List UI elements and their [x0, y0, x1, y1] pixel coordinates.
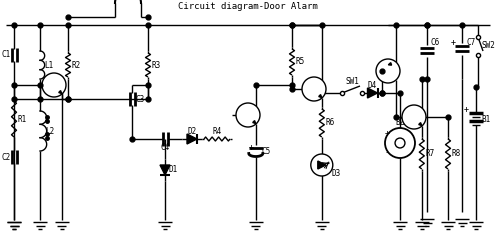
Circle shape — [236, 103, 260, 127]
Polygon shape — [368, 88, 377, 98]
Text: L2: L2 — [45, 126, 55, 136]
Text: R1: R1 — [17, 115, 27, 124]
Text: -: - — [384, 148, 389, 158]
Polygon shape — [388, 62, 391, 65]
Polygon shape — [318, 161, 326, 169]
Polygon shape — [187, 134, 197, 144]
Circle shape — [402, 105, 426, 129]
Text: +: + — [450, 39, 455, 47]
Text: C2: C2 — [1, 152, 10, 162]
Text: R5: R5 — [296, 58, 305, 66]
Circle shape — [42, 73, 66, 97]
Text: B1: B1 — [482, 115, 491, 124]
Polygon shape — [319, 95, 322, 98]
Text: SW2: SW2 — [481, 41, 495, 50]
Text: R6: R6 — [325, 119, 334, 127]
Text: C5: C5 — [261, 146, 270, 156]
Polygon shape — [59, 91, 62, 94]
Text: SW1: SW1 — [345, 77, 359, 85]
Text: R4: R4 — [212, 126, 222, 136]
Text: D2: D2 — [187, 126, 196, 136]
Text: R3: R3 — [151, 61, 161, 69]
Text: R2: R2 — [71, 61, 81, 69]
Text: Circuit diagram-Door Alarm: Circuit diagram-Door Alarm — [178, 2, 318, 12]
Text: R8: R8 — [451, 149, 461, 159]
Circle shape — [311, 154, 333, 176]
Text: BZ1: BZ1 — [395, 119, 409, 127]
Text: +: + — [248, 143, 253, 151]
Text: D4: D4 — [368, 81, 376, 89]
Text: C7: C7 — [466, 39, 476, 47]
Text: +: + — [384, 128, 389, 138]
Text: +: + — [463, 104, 469, 114]
Text: C1: C1 — [1, 50, 10, 60]
Polygon shape — [419, 123, 422, 126]
Text: R7: R7 — [425, 149, 434, 159]
Circle shape — [376, 59, 400, 83]
Polygon shape — [252, 121, 256, 124]
Text: C3: C3 — [135, 95, 145, 103]
Text: D1: D1 — [168, 165, 178, 174]
Text: L1: L1 — [44, 61, 54, 69]
Text: D3: D3 — [331, 168, 340, 178]
Circle shape — [302, 77, 326, 101]
Circle shape — [385, 128, 415, 158]
Polygon shape — [160, 165, 170, 175]
Text: C6: C6 — [431, 39, 439, 47]
Text: C4: C4 — [160, 143, 170, 151]
